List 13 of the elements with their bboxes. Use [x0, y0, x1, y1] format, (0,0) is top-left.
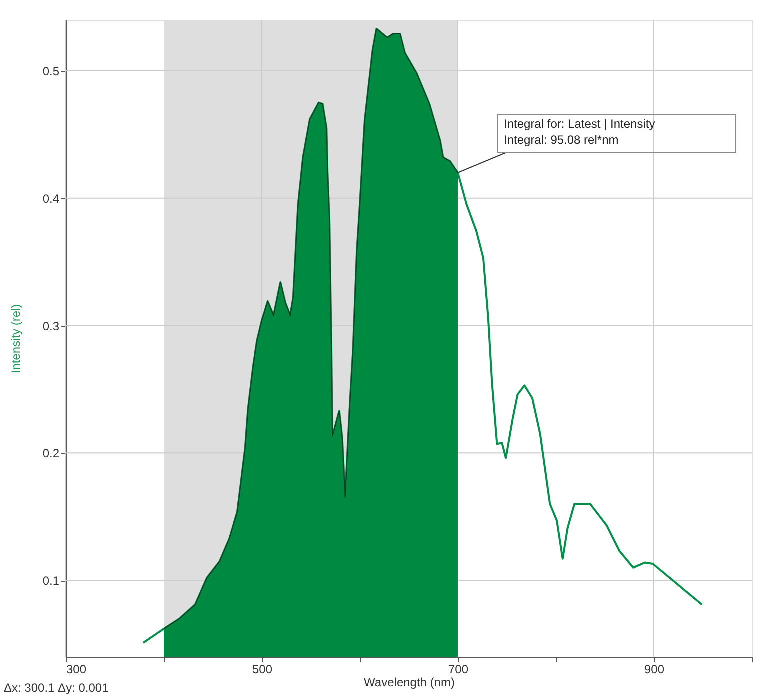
y-tick-label: 0.3 [42, 319, 60, 334]
x-tick-label: 300 [66, 662, 87, 676]
text: Δx: 300.1 Δy: 0.001 [4, 681, 110, 695]
y-tick-label: 0.1 [42, 574, 60, 588]
x-tick-label: 700 [448, 662, 469, 676]
y-tick-label: 0.5 [42, 64, 60, 78]
y-tick-label: 0.2 [42, 446, 60, 461]
annotation: Integral for: Latest | Intensity Integral: 95.08 rel*nm [504, 116, 656, 147]
y-tick-label: 0.4 [42, 192, 60, 206]
y-axis-title: Intensity (rel) [8, 304, 23, 374]
x-tick-label: 900 [644, 662, 665, 676]
x-axis-title: Wavelength (nm) [364, 676, 455, 690]
x-tick-label: 500 [252, 662, 273, 676]
